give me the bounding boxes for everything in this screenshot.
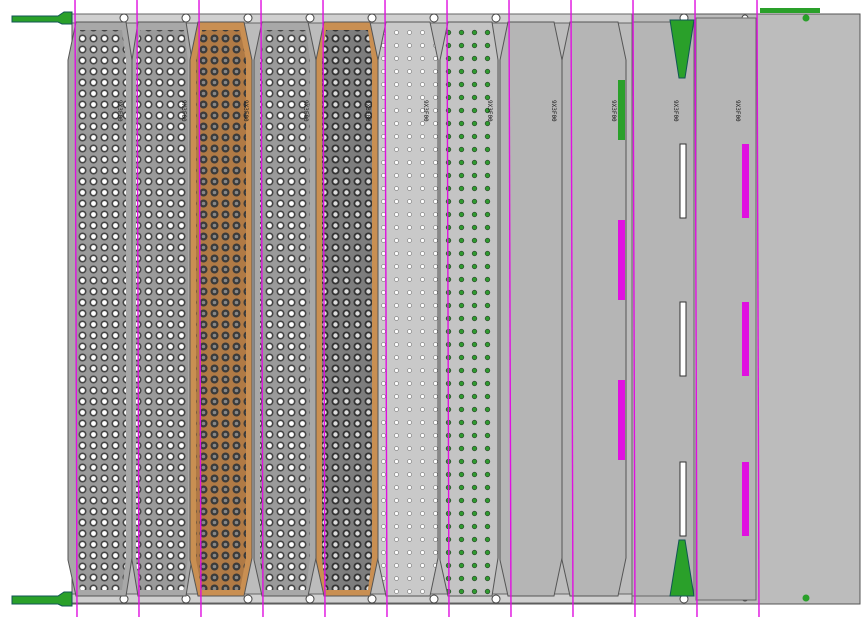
plate-label: 9X3F00 bbox=[302, 100, 309, 122]
plate-labels: 9X3F00 9X3F00 9X3F00 9X3F00 9X3F00 9X3F0… bbox=[116, 100, 741, 122]
plate-label: 9X3F00 bbox=[180, 100, 187, 122]
plate-label: 9X3F00 bbox=[610, 100, 617, 122]
plate-label: 9X3F00 bbox=[734, 100, 741, 122]
section-lines bbox=[74, 0, 760, 617]
plate-label: 9X3F00 bbox=[672, 100, 679, 122]
plate-label: 9X3F00 bbox=[486, 100, 493, 122]
plate-label: 9X3F00 bbox=[242, 100, 249, 122]
plates bbox=[67, 17, 757, 601]
plate-label: 9X3F00 bbox=[422, 100, 429, 122]
plate-label: 9X3F00 bbox=[116, 100, 123, 122]
plate-label: 9X3F00 bbox=[364, 100, 371, 122]
plate-label: 9X3F00 bbox=[550, 100, 557, 122]
